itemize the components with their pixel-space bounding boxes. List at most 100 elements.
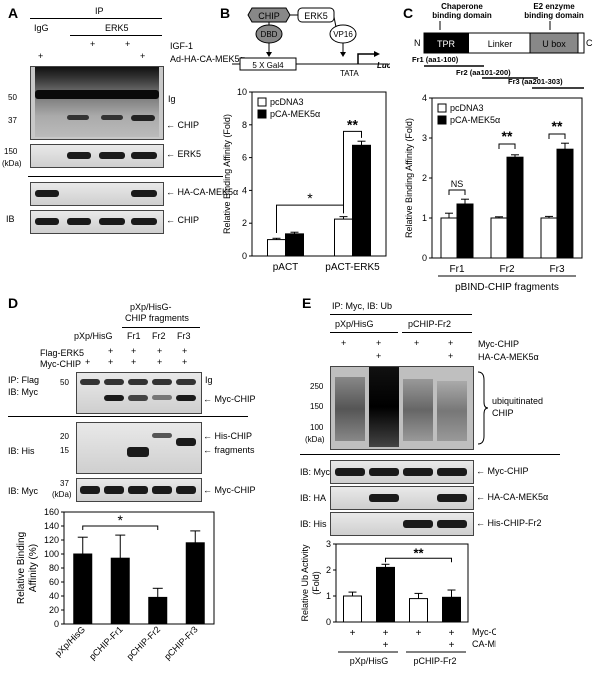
erk5-band-label: ← ERK5	[166, 149, 202, 159]
chart-d-ytick-label: 0	[54, 619, 59, 629]
panel-c-label: C	[403, 5, 414, 21]
chart-d-ytick-label: 80	[49, 563, 59, 573]
d-his-blot	[76, 422, 202, 474]
d-myc-chip: Myc-CHIP	[40, 359, 81, 369]
e-myc-plus-3: +	[414, 338, 420, 348]
chart-d-ytick-label: 60	[49, 577, 59, 587]
chart-c-bar	[540, 217, 558, 259]
e-ha-band: ← HA-CA-MEK5α	[476, 492, 549, 502]
d-ib-myc: IB: Myc	[8, 387, 39, 397]
d-flag-erk5: Flag-ERK5	[40, 348, 85, 358]
chart-d-ytick-label: 20	[49, 605, 59, 615]
panel-a-ha-blot	[30, 182, 164, 206]
d-flag-plus-4: +	[182, 346, 188, 356]
e-pxp-line	[330, 332, 398, 333]
chip-hex	[247, 7, 291, 23]
chart-c-sig-label: NS	[451, 179, 464, 189]
e-mw-150: 150	[310, 402, 324, 411]
e-title-line	[330, 314, 472, 315]
e-pchip: pCHIP-Fr2	[408, 319, 452, 329]
panel-b-schematic: CHIP ERK5 DBD VP16 5 X Gal4 TATA Luc	[232, 7, 390, 78]
chart-e-myc-plus: +	[449, 628, 455, 639]
d-ig: Ig	[205, 375, 213, 385]
mw-50: 50	[8, 93, 17, 102]
d-his-chip: ← His-CHIP	[203, 431, 253, 441]
chart-e-ca-plus: +	[449, 640, 455, 651]
e-myc-chip: Myc-CHIP	[478, 339, 519, 349]
chart-d: 0 20 40 60 80 100 120 140 160 Relative Binding Aff…	[16, 507, 215, 662]
d-flag-plus-3: +	[157, 346, 163, 356]
panel-a-divider	[28, 176, 223, 177]
chart-e-ylabel-0: Relative Ub Activity	[300, 544, 310, 622]
chart-d-bar	[148, 596, 168, 625]
panel-e-label: E	[302, 295, 312, 311]
chart-c-ytick-label: 2	[422, 173, 427, 183]
chart-b-xtick-label: pACT	[273, 262, 299, 273]
chart-e-myc-plus: +	[416, 628, 422, 639]
kda-a: (kDa)	[2, 159, 22, 168]
chart-b-ylabel-0: Relative Binding Affinity (Fold)	[222, 114, 232, 234]
vp16-text: VP16	[333, 30, 353, 39]
e-ubiq2: CHIP	[492, 408, 514, 418]
chart-c-ytick-label: 4	[422, 93, 427, 103]
chart-e-sig-bracket	[385, 557, 452, 563]
chart-e-ytick-label: 1	[326, 591, 331, 601]
mw-150: 150	[4, 147, 18, 156]
chart-b-legend-swatch	[257, 109, 267, 119]
e-myc-plus-4: +	[448, 338, 454, 348]
panel-a-ip-blot	[30, 66, 164, 140]
chart-b-ytick-label: 2	[242, 218, 247, 228]
chart-b-legend-label: pcDNA3	[270, 97, 304, 107]
d-mw-20: 20	[60, 432, 69, 441]
panel-d-label: D	[8, 295, 19, 311]
ig-label: Ig	[168, 94, 176, 104]
d-myc-chip-band2: ← Myc-CHIP	[203, 485, 256, 495]
chart-c-xtick-label: Fr2	[500, 264, 515, 275]
e-ub-blot	[330, 366, 474, 450]
e-ib-ha: IB: HA	[300, 493, 327, 503]
e-ubiq1: ubiquitinated	[492, 396, 544, 406]
e-bracket	[477, 371, 489, 445]
chart-e-x-pchip: pCHIP-Fr2	[413, 656, 456, 666]
chart-d-xtick-label: pCHIP-Fr1	[87, 624, 124, 661]
d-myc-plus-0: +	[85, 357, 91, 367]
chart-d-bar	[110, 557, 130, 625]
chart-c-ytick-label: 0	[422, 253, 427, 263]
chart-d-xtick-label: pCHIP-Fr2	[125, 624, 162, 661]
d-myc-plus-2: +	[131, 357, 137, 367]
d-pxp: pXp/HisG	[74, 331, 113, 341]
chart-e-x-ca: CA-MEK5α	[472, 639, 496, 649]
binding-domain-text: binding domain	[432, 11, 492, 20]
d-header2: CHIP fragments	[125, 313, 189, 323]
chart-e-x-pxp: pXp/HisG	[350, 656, 389, 666]
fr3-text: Fr3 (aa201-303)	[508, 77, 563, 86]
chart-c-sig-bracket	[498, 143, 516, 149]
luc-text: Luc	[377, 61, 390, 70]
d-flag-plus-2: +	[131, 346, 137, 356]
panel-a-erk5-blot	[30, 144, 164, 168]
d-myc-plus-3: +	[157, 357, 163, 367]
ad-label: Ad-HA-CA-MEK5α	[170, 54, 245, 64]
n-terminal: N	[414, 38, 421, 48]
chaperone-text: Chaperone	[441, 2, 483, 11]
chart-d-xtick-label: pXp/HisG	[53, 624, 87, 658]
tpr-text: TPR	[437, 39, 456, 49]
chart-c-ytick-label: 3	[422, 133, 427, 143]
chart-e-myc-plus: +	[383, 628, 389, 639]
igf1-label: IGF-1	[170, 41, 194, 51]
chart-e-bar	[442, 596, 461, 623]
chart-d-xtick-label: pCHIP-Fr3	[162, 624, 199, 661]
panel-c-schematic: Chaperone binding domain E2 enzyme bindi…	[412, 2, 593, 89]
d-divider	[8, 416, 248, 417]
chart-b-sig-2: **	[347, 116, 358, 132]
chart-c-bar	[506, 156, 524, 259]
e-kda: (kDa)	[305, 435, 325, 444]
erk5-label: ERK5	[105, 23, 129, 33]
e-ha-blot	[330, 486, 474, 510]
chart-d-sig-bracket	[82, 525, 159, 530]
chart-e-bar	[376, 566, 395, 623]
chart-e-bar	[409, 598, 428, 623]
e-ib-his: IB: His	[300, 519, 327, 529]
c-terminal: C	[586, 38, 593, 48]
